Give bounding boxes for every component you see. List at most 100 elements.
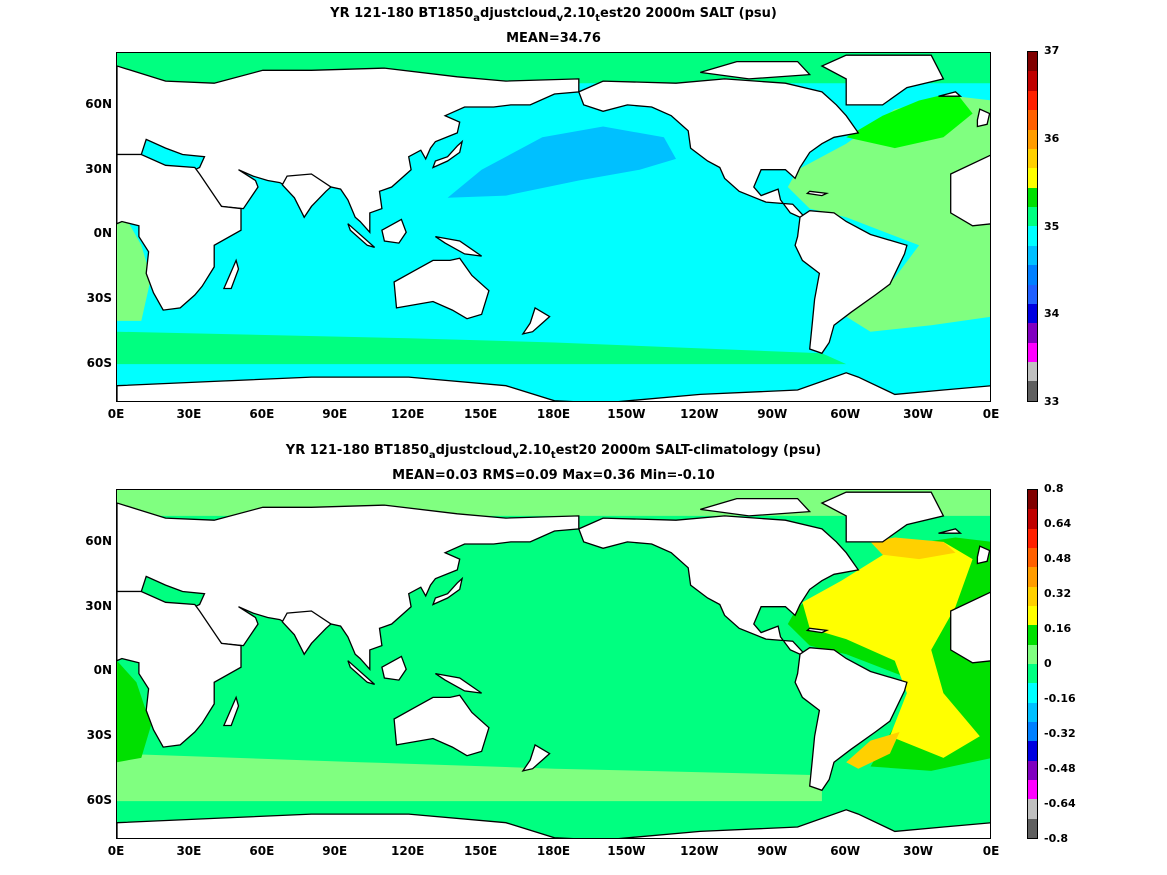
colorbar-segment bbox=[1028, 187, 1037, 207]
land-arcticIslands bbox=[700, 497, 812, 517]
colorbar-segment bbox=[1028, 245, 1037, 266]
panel2-colorbar bbox=[1027, 489, 1038, 839]
colorbar-segment bbox=[1028, 90, 1037, 111]
y-tick-label: 30N bbox=[85, 161, 112, 176]
x-tick-label: 180E bbox=[536, 844, 571, 858]
land-greenland bbox=[820, 491, 945, 543]
land-africa bbox=[117, 590, 242, 748]
colorbar-segment bbox=[1028, 741, 1037, 761]
colorbar-tick-label: 37 bbox=[1044, 44, 1060, 57]
land-sumatra bbox=[347, 660, 376, 686]
panel1-subtitle: MEAN=34.76 bbox=[506, 31, 601, 46]
colorbar-segment bbox=[1028, 207, 1037, 227]
colorbar-segment bbox=[1028, 683, 1037, 703]
y-tick-label: 60S bbox=[86, 356, 112, 371]
land-india bbox=[281, 610, 332, 656]
x-tick-label: 90E bbox=[322, 407, 348, 421]
colorbar-segment bbox=[1028, 721, 1037, 742]
land-africaWest bbox=[950, 591, 990, 664]
y-tick-label: 30S bbox=[86, 728, 112, 743]
land-arcticIslands bbox=[700, 60, 812, 80]
x-tick-label: 60E bbox=[249, 844, 275, 858]
colorbar-segment bbox=[1028, 362, 1037, 382]
colorbar-tick-label: 0.16 bbox=[1044, 622, 1072, 635]
field-atlantic bbox=[787, 96, 990, 332]
x-tick-label: 180E bbox=[536, 407, 571, 421]
colorbar-segment bbox=[1028, 528, 1037, 548]
colorbar-segment bbox=[1028, 381, 1037, 401]
panel1-colorbar bbox=[1027, 51, 1038, 402]
colorbar-tick-label: 0.48 bbox=[1044, 552, 1072, 565]
y-tick-label: 0N bbox=[93, 663, 112, 678]
land-iceland bbox=[938, 528, 963, 534]
x-tick-label: 90W bbox=[757, 407, 788, 421]
land-caribbean bbox=[805, 190, 830, 197]
land-greenland bbox=[820, 54, 945, 106]
colorbar-segment bbox=[1028, 547, 1037, 568]
x-tick-label: 150E bbox=[463, 844, 498, 858]
land-japan bbox=[431, 576, 464, 606]
x-tick-label: 0E bbox=[982, 407, 1000, 421]
colorbar-segment bbox=[1028, 110, 1037, 130]
colorbar-segment bbox=[1028, 567, 1037, 587]
x-tick-label: 60W bbox=[830, 844, 861, 858]
x-tick-label: 0E bbox=[982, 844, 1000, 858]
land-nz bbox=[521, 306, 551, 335]
colorbar-segment bbox=[1028, 342, 1037, 362]
field-atlantic-orange-south bbox=[846, 732, 900, 769]
land-uk bbox=[976, 108, 990, 128]
field-east-atlantic bbox=[117, 660, 151, 763]
land-antarctica bbox=[117, 809, 990, 838]
colorbar-tick-label: 34 bbox=[1044, 307, 1060, 321]
colorbar-segment bbox=[1028, 509, 1037, 529]
colorbar-segment bbox=[1028, 663, 1037, 684]
panel1-map bbox=[116, 52, 991, 402]
y-tick-label: 0N bbox=[93, 226, 112, 241]
colorbar-tick-label: -0.64 bbox=[1044, 797, 1076, 810]
x-tick-label: 120E bbox=[391, 407, 425, 421]
colorbar-segment bbox=[1028, 265, 1037, 285]
land-iceland bbox=[938, 91, 963, 97]
land-madagascar bbox=[222, 258, 240, 290]
land-japan bbox=[431, 139, 464, 169]
land-caribbean bbox=[805, 627, 830, 634]
x-tick-label: 150E bbox=[463, 407, 498, 421]
x-tick-label: 30W bbox=[903, 844, 934, 858]
field-atlantic-yellow bbox=[802, 541, 980, 758]
land-southamerica bbox=[794, 647, 908, 792]
colorbar-segment bbox=[1028, 644, 1037, 664]
x-tick-label: 120E bbox=[391, 844, 425, 858]
x-tick-label: 90E bbox=[322, 844, 348, 858]
land-northamerica bbox=[577, 78, 860, 218]
panel2-subtitle: MEAN=0.03 RMS=0.09 Max=0.36 Min=-0.10 bbox=[392, 468, 715, 483]
colorbar-tick-label: -0.16 bbox=[1044, 692, 1076, 705]
panel1-title: YR 121-180 BT1850adjustcloudv2.10test20 … bbox=[330, 6, 777, 24]
colorbar-tick-label: 33 bbox=[1044, 395, 1060, 408]
land-borneo bbox=[381, 655, 407, 681]
land-uk bbox=[976, 545, 990, 565]
y-tick-label: 60S bbox=[86, 793, 112, 808]
colorbar-segment bbox=[1028, 625, 1037, 645]
x-tick-label: 0E bbox=[107, 407, 125, 421]
colorbar-segment bbox=[1028, 284, 1037, 304]
x-tick-label: 60W bbox=[830, 407, 861, 421]
land-australia bbox=[393, 694, 490, 757]
map-svg bbox=[117, 53, 990, 401]
colorbar-segment bbox=[1028, 586, 1037, 606]
x-tick-label: 150W bbox=[607, 407, 646, 421]
land-madagascar bbox=[222, 695, 240, 727]
colorbar-segment bbox=[1028, 71, 1037, 91]
y-tick-label: 30S bbox=[86, 291, 112, 306]
land-northamerica bbox=[577, 515, 860, 655]
colorbar-segment bbox=[1028, 226, 1037, 246]
field-atlantic-orange-north bbox=[870, 537, 956, 560]
colorbar-tick-label: -0.8 bbox=[1044, 832, 1069, 845]
colorbar-segment bbox=[1028, 168, 1037, 188]
colorbar-segment bbox=[1028, 818, 1037, 838]
colorbar-tick-label: 0.32 bbox=[1044, 587, 1072, 600]
x-tick-label: 120W bbox=[680, 407, 719, 421]
land-africaWest bbox=[950, 154, 990, 227]
colorbar-segment bbox=[1028, 129, 1037, 149]
colorbar-segment bbox=[1028, 303, 1037, 324]
colorbar-tick-label: -0.32 bbox=[1044, 727, 1076, 740]
